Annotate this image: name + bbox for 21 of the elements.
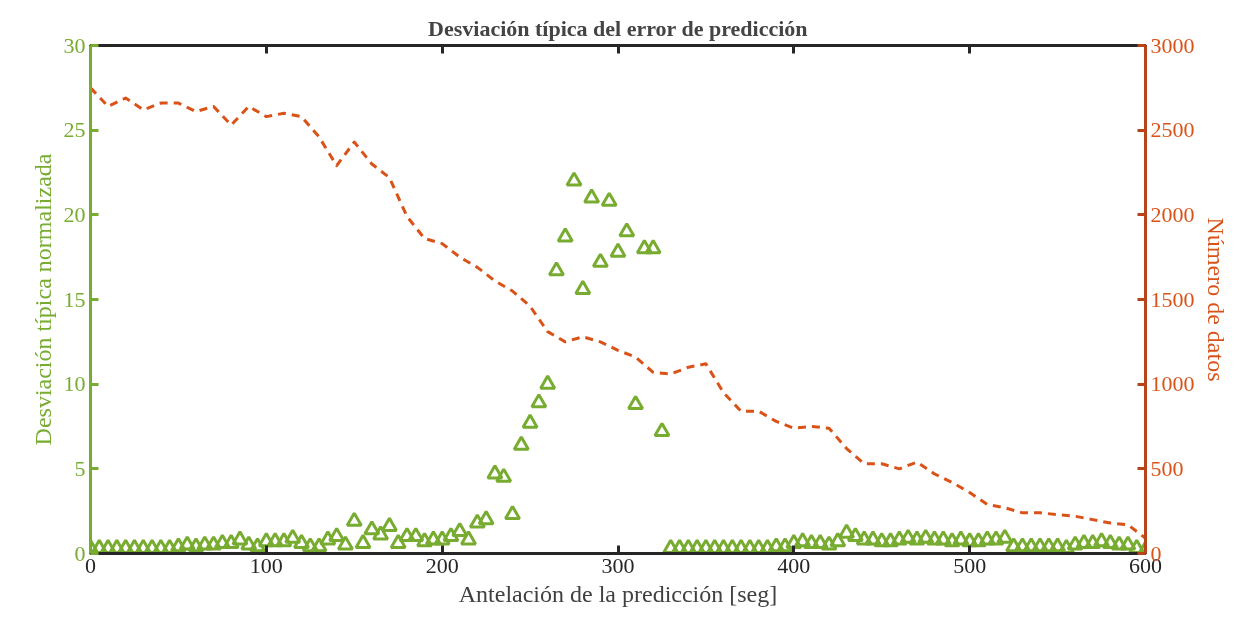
x-tick-label: 500 [953,552,987,578]
y2-tick-label: 3000 [1150,32,1195,58]
y2-axis-title: Número de datos [1202,217,1229,382]
y-tick-label: 25 [63,117,86,143]
x-axis-title: Antelación de la predicción [seg] [458,580,778,607]
y2-tick-label: 1000 [1150,371,1195,397]
y2-tick-label: 500 [1150,455,1184,481]
chart-title: Desviación típica del error de predicción [428,15,808,41]
y2-tick-label: 2500 [1150,117,1195,143]
y-tick-label: 10 [63,371,86,397]
y-tick-label: 30 [63,32,86,58]
x-tick-label: 200 [425,552,459,578]
y-tick-label: 5 [74,455,86,481]
x-tick-label: 400 [777,552,811,578]
x-tick-label: 300 [601,552,635,578]
x-tick-label: 100 [249,552,283,578]
y-axis-title: Desviación típica normalizada [29,153,56,446]
y2-tick-label: 1500 [1150,286,1195,312]
y2-tick-label: 2000 [1150,201,1195,227]
y-tick-label: 20 [63,201,86,227]
y-tick-label: 15 [63,286,86,312]
